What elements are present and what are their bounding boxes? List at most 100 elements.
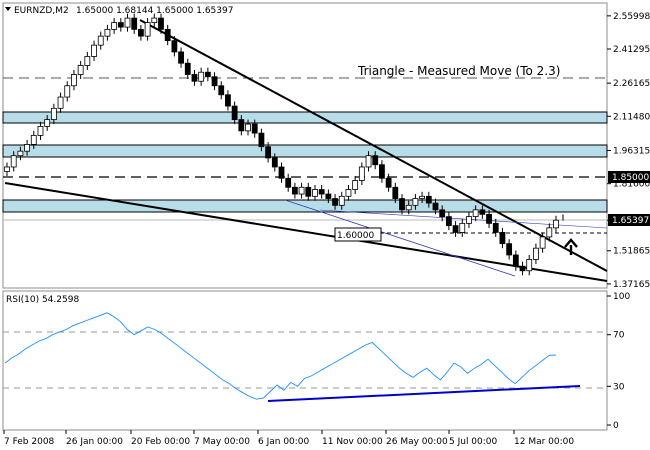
candle-body bbox=[346, 190, 351, 197]
candle-body bbox=[71, 74, 76, 85]
candle-body bbox=[125, 18, 130, 27]
candle-body bbox=[500, 232, 505, 243]
rsi-tick-label: 30 bbox=[613, 382, 625, 392]
current-price-axis-label: 1.65397 bbox=[612, 216, 649, 226]
symbol-label: EURNZD,M2 bbox=[14, 6, 69, 16]
candle-body bbox=[172, 41, 177, 52]
candle-body bbox=[507, 244, 512, 255]
candle-body bbox=[366, 156, 371, 167]
level-1-60-label: 1.60000 bbox=[337, 231, 374, 241]
candle-body bbox=[45, 120, 50, 127]
candle-body bbox=[547, 228, 552, 237]
ohlc-values: 1.65000 1.68144 1.65000 1.65397 bbox=[76, 6, 233, 16]
price-axis: 2.55998 2.41295 2.26165 2.11480 1.96315 1.816… bbox=[607, 12, 650, 290]
candle-body bbox=[179, 52, 184, 63]
candle-body bbox=[487, 214, 492, 223]
time-tick-label: 7 May 00:00 bbox=[194, 437, 250, 447]
candle-body bbox=[11, 156, 16, 167]
candle-body bbox=[25, 144, 30, 151]
rsi-tick-label: 100 bbox=[613, 292, 630, 302]
rsi-tick-label: 0 bbox=[613, 421, 619, 431]
price-tick-label: 2.11480 bbox=[613, 112, 650, 122]
rsi-tick-label: 70 bbox=[613, 331, 625, 341]
support-band-lower bbox=[3, 200, 607, 212]
candle-body bbox=[38, 126, 43, 135]
candle-body bbox=[31, 135, 36, 144]
candle-body bbox=[527, 259, 532, 270]
price-tick-label: 2.26165 bbox=[613, 79, 650, 89]
candle-body bbox=[286, 178, 291, 187]
candle-body bbox=[420, 196, 425, 198]
price-tick-label: 1.37165 bbox=[613, 280, 650, 290]
candle-body bbox=[145, 23, 150, 37]
candle-body bbox=[426, 196, 431, 203]
candle-body bbox=[105, 29, 110, 36]
price-tick-label: 2.55998 bbox=[613, 12, 650, 22]
candle-body bbox=[513, 255, 518, 266]
candle-body bbox=[51, 108, 56, 119]
candle-body bbox=[239, 120, 244, 131]
candle-body bbox=[78, 65, 83, 74]
candle-body bbox=[540, 237, 545, 248]
candle-body bbox=[98, 36, 103, 45]
candle-body bbox=[205, 72, 210, 77]
candle-body bbox=[58, 97, 63, 108]
triangle-annotation: Triangle - Measured Move (To 2.3) bbox=[357, 64, 560, 78]
candle-body bbox=[158, 18, 163, 29]
candle-body bbox=[466, 217, 471, 224]
price-tick-label: 1.96315 bbox=[613, 146, 650, 156]
candle-body bbox=[259, 133, 264, 147]
level-1-85-axis-label: 1.85000 bbox=[612, 173, 649, 183]
rsi-axis: 0 30 70 100 bbox=[607, 292, 630, 431]
candle-body bbox=[152, 18, 157, 23]
candle-body bbox=[85, 56, 90, 65]
candle-body bbox=[306, 187, 311, 196]
candle-body bbox=[393, 187, 398, 198]
time-tick-label: 20 Feb 00:00 bbox=[131, 437, 190, 447]
candle-body bbox=[480, 210, 485, 215]
resistance-band-upper bbox=[3, 112, 607, 123]
candle-body bbox=[319, 190, 324, 195]
candle-body bbox=[266, 147, 271, 158]
candle-body bbox=[18, 151, 23, 156]
candle-body bbox=[5, 167, 10, 172]
candle-body bbox=[533, 248, 538, 259]
candle-body bbox=[165, 29, 170, 40]
candle-body bbox=[212, 77, 217, 86]
price-tick-label: 2.41295 bbox=[613, 45, 650, 55]
candle-body bbox=[433, 203, 438, 210]
candle-body bbox=[118, 23, 123, 28]
candle-body bbox=[225, 95, 230, 106]
candle-body bbox=[440, 210, 445, 217]
candle-body bbox=[292, 187, 297, 194]
candle-body bbox=[520, 266, 525, 271]
resistance-band-middle bbox=[3, 145, 607, 157]
candle-body bbox=[279, 167, 284, 178]
time-tick-label: 12 Mar 00:00 bbox=[514, 437, 574, 447]
candle-body bbox=[272, 158, 277, 167]
candle-body bbox=[312, 190, 317, 197]
candle-body bbox=[473, 210, 478, 217]
candle-body bbox=[219, 86, 224, 95]
candle-body bbox=[132, 18, 137, 29]
time-axis: 7 Feb 2008 26 Jan 00:00 20 Feb 00:00 7 May … bbox=[4, 430, 574, 447]
candle-body bbox=[339, 196, 344, 205]
candle-body bbox=[138, 29, 143, 36]
candle-body bbox=[192, 74, 197, 81]
candle-body bbox=[386, 178, 391, 187]
candle-body bbox=[493, 223, 498, 232]
candle-body bbox=[252, 124, 257, 133]
candle-body bbox=[373, 156, 378, 165]
time-tick-label: 5 Jul 00:00 bbox=[449, 437, 498, 447]
candle-body bbox=[333, 199, 338, 206]
time-tick-label: 26 Jan 00:00 bbox=[66, 437, 123, 447]
rsi-title: RSI(10) 54.2598 bbox=[6, 295, 79, 305]
price-tick-label: 1.51865 bbox=[613, 247, 650, 257]
time-tick-label: 26 May 00:00 bbox=[386, 437, 448, 447]
candle-body bbox=[65, 86, 70, 97]
candle-body bbox=[460, 223, 465, 232]
candle-body bbox=[406, 205, 411, 210]
candle-body bbox=[359, 167, 364, 181]
candle-body bbox=[554, 220, 559, 228]
